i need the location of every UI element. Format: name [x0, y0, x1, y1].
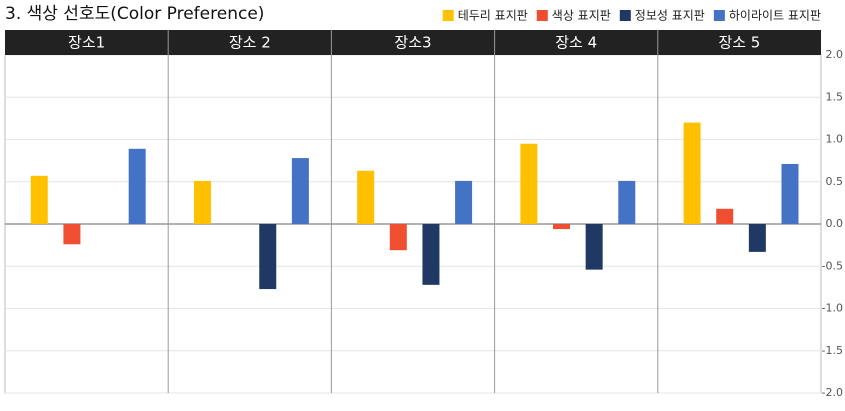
panel-label: 장소1 [68, 34, 105, 52]
chart-title: 3. 색상 선호도(Color Preference) [5, 4, 264, 24]
legend-label: 테두리 표지판 [458, 9, 528, 23]
y-tick-label: 1.5 [826, 90, 844, 103]
y-tick-label: -2.0 [822, 386, 843, 399]
legend-label: 하이라이트 표지판 [729, 9, 821, 23]
bar [520, 143, 538, 224]
bar [63, 224, 81, 245]
y-tick-label: -1.5 [822, 344, 843, 357]
panel-label: 장소 2 [229, 34, 271, 52]
panel-label: 장소 4 [555, 34, 597, 52]
legend-swatch [713, 10, 725, 21]
legend-swatch [619, 10, 631, 21]
y-tick-label: 1.0 [826, 133, 844, 146]
bar [716, 208, 734, 224]
bar [128, 148, 146, 224]
bar [455, 180, 473, 224]
legend-swatch [536, 10, 548, 21]
y-tick-label: 0.0 [826, 217, 844, 230]
y-tick-label: -1.0 [822, 302, 843, 315]
bar [357, 170, 375, 224]
legend-label: 색상 표지판 [552, 9, 611, 23]
bar [422, 224, 440, 285]
bar [553, 224, 571, 230]
bar [30, 175, 48, 224]
header-band [5, 30, 821, 55]
bar [585, 224, 603, 270]
y-tick-label: -0.5 [822, 259, 843, 272]
bar [389, 224, 407, 251]
bar [618, 180, 636, 224]
bar [193, 180, 211, 224]
panel-label: 장소 5 [718, 34, 760, 52]
bar [748, 224, 766, 252]
y-tick-label: 0.5 [826, 175, 844, 188]
bar [259, 224, 277, 290]
panel-label: 장소3 [394, 34, 431, 52]
y-tick-label: 2.0 [826, 48, 844, 61]
legend-swatch [442, 10, 454, 21]
bar [781, 164, 799, 224]
bar [683, 122, 701, 224]
bar [291, 158, 309, 224]
legend-label: 정보성 표지판 [635, 9, 705, 23]
